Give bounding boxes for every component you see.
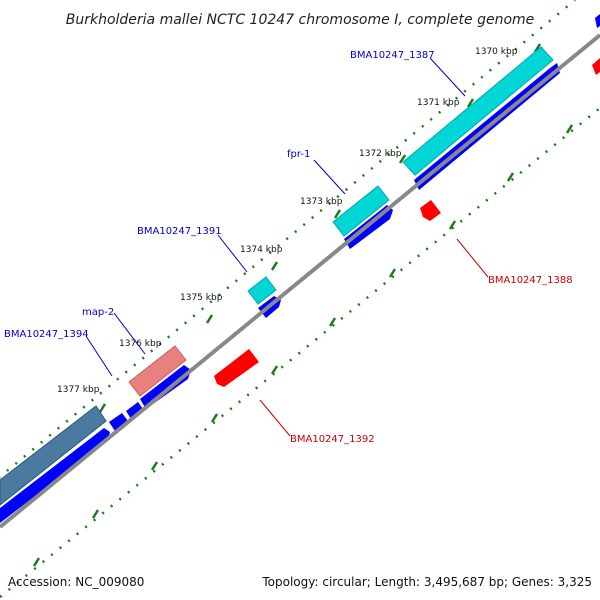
inner-tick (32, 557, 41, 567)
major-tick (333, 209, 342, 219)
major-tick (398, 154, 407, 164)
leader-line (217, 234, 248, 273)
cds-reverse-arrow[interactable] (592, 58, 600, 75)
inner-tick (448, 220, 457, 230)
inner-tick (91, 509, 100, 519)
cds-forward-arrow[interactable] (595, 14, 600, 28)
cds-forward-arrow[interactable] (140, 365, 191, 409)
major-tick (466, 98, 475, 108)
inner-dotted-track (0, 107, 600, 598)
major-tick (270, 261, 279, 271)
major-tick (98, 403, 107, 413)
leader-line (85, 335, 113, 377)
cds-reverse-arrow[interactable] (420, 200, 441, 221)
tick-label: 1373 kbp (300, 197, 343, 207)
gene-bma10247-1394-bar[interactable] (0, 405, 107, 506)
gene-bma10247-1391-bar[interactable] (247, 276, 277, 305)
gene-label-bma10247-1394[interactable]: BMA10247_1394 (4, 329, 89, 340)
cds-forward-arrow[interactable] (109, 413, 128, 431)
tick-label: 1371 kbp (417, 98, 460, 108)
gene-label-bma10247-1391[interactable]: BMA10247_1391 (137, 226, 222, 237)
gene-fpr-1-bar[interactable] (332, 185, 390, 237)
gene-label-bma10247-1387[interactable]: BMA10247_1387 (350, 50, 435, 61)
tick-label: 1374 kbp (240, 245, 283, 255)
tick-label: 1376 kbp (119, 339, 162, 349)
inner-tick (388, 268, 397, 278)
leader-line (313, 159, 346, 195)
tick-label: 1372 kbp (359, 149, 402, 159)
inner-tick (150, 461, 159, 471)
accession-text: Accession: NC_009080 (8, 575, 144, 589)
chromosome-backbone (0, 33, 600, 529)
inner-tick (270, 365, 279, 375)
cds-forward-arrow[interactable] (0, 428, 110, 523)
reverse-gene-labels: BMA10247_1388 BMA10247_1392 (259, 238, 573, 445)
gene-label-fpr-1[interactable]: fpr-1 (287, 149, 310, 160)
forward-gene-track (0, 46, 554, 506)
reverse-cds-track (214, 58, 600, 387)
genome-summary-text: Topology: circular; Length: 3,495,687 bp… (261, 575, 592, 589)
gene-bma10247-1387-bar[interactable] (402, 46, 554, 176)
map-title: Burkholderia mallei NCTC 10247 chromosom… (66, 12, 535, 28)
inner-tick (506, 172, 515, 182)
cds-reverse-arrow[interactable] (214, 349, 259, 387)
inner-tick (210, 413, 219, 423)
cds-forward-arrow[interactable] (126, 402, 143, 419)
gene-map-2-bar[interactable] (128, 345, 187, 397)
outer-dotted-track (0, 0, 576, 479)
gene-label-bma10247-1392[interactable]: BMA10247_1392 (290, 434, 375, 445)
leader-line (113, 312, 146, 355)
gene-label-map-2[interactable]: map-2 (82, 307, 114, 318)
leader-line (456, 238, 489, 278)
tick-label: 1375 kbp (180, 293, 223, 303)
inner-tick-ring (0, 107, 600, 598)
leader-line (429, 57, 466, 97)
leader-line (259, 399, 291, 437)
tick-label: 1370 kbp (475, 47, 518, 57)
outer-tick-ring (0, 0, 576, 479)
tick-label: 1377 kbp (57, 385, 100, 395)
major-tick (205, 314, 214, 324)
gene-label-bma10247-1388[interactable]: BMA10247_1388 (488, 275, 573, 286)
inner-tick (328, 317, 337, 327)
forward-gene-labels: BMA10247_1387 fpr-1 BMA10247_1391 map-2 … (4, 50, 466, 377)
inner-tick (565, 124, 574, 134)
